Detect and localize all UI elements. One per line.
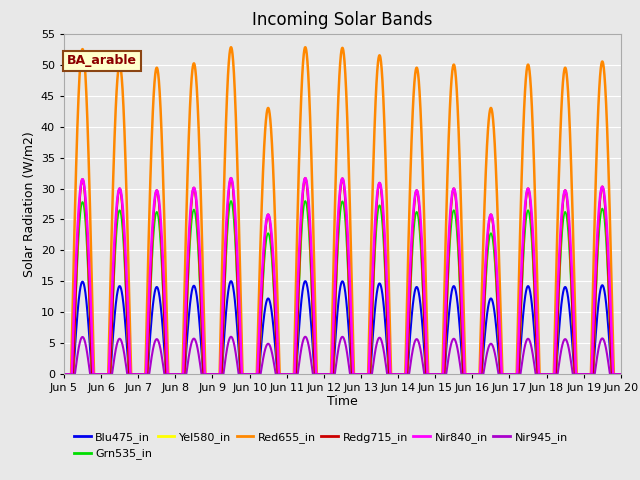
Nir840_in [436,372,444,377]
Red655_in [160,207,168,213]
Yel580_in [160,311,168,317]
Yel580_in [227,175,235,181]
Blu475_in [322,372,330,377]
Redg715_in [227,175,235,181]
Blu475_in [160,343,168,348]
Red655_in [617,372,625,377]
Red655_in [60,372,68,377]
Nir945_in [467,372,475,377]
Yel580_in [467,372,475,377]
Redg715_in [322,372,330,377]
Blu475_in [617,372,625,377]
Nir945_in [499,372,507,377]
Blu475_in [616,372,624,377]
Grn535_in [467,372,475,377]
Nir945_in [616,372,624,377]
Nir840_in [617,372,625,377]
Line: Nir840_in: Nir840_in [64,178,621,374]
Nir945_in [60,372,68,377]
Line: Grn535_in: Grn535_in [64,201,621,374]
Grn535_in [60,372,68,377]
Yel580_in [617,372,625,377]
Legend: Blu475_in, Grn535_in, Yel580_in, Red655_in, Redg715_in, Nir840_in, Nir945_in: Blu475_in, Grn535_in, Yel580_in, Red655_… [70,428,572,464]
Nir945_in [322,372,330,377]
Nir840_in [227,175,235,181]
Yel580_in [60,372,68,377]
Line: Blu475_in: Blu475_in [64,281,621,374]
Blu475_in [467,372,475,377]
Grn535_in [322,372,330,377]
Blu475_in [227,278,235,284]
Redg715_in [436,372,444,377]
Yel580_in [616,372,624,377]
Redg715_in [617,372,625,377]
Nir945_in [436,372,444,377]
Grn535_in [616,372,624,377]
Yel580_in [499,372,507,377]
Red655_in [322,372,330,377]
Grn535_in [436,372,444,377]
Yel580_in [322,372,330,377]
Y-axis label: Solar Radiation (W/m2): Solar Radiation (W/m2) [22,131,35,277]
Redg715_in [60,372,68,377]
Line: Yel580_in: Yel580_in [64,178,621,374]
Grn535_in [227,198,235,204]
Grn535_in [160,318,168,324]
Red655_in [467,372,475,377]
Red655_in [499,372,507,377]
Nir840_in [322,372,330,377]
Nir840_in [60,372,68,377]
Text: BA_arable: BA_arable [67,54,137,67]
Blu475_in [499,372,507,377]
Blu475_in [436,372,444,377]
Nir945_in [617,372,625,377]
Nir840_in [467,372,475,377]
Nir840_in [160,282,168,288]
Line: Red655_in: Red655_in [64,47,621,374]
Grn535_in [617,372,625,377]
Blu475_in [60,372,68,377]
Nir840_in [616,372,624,377]
Grn535_in [499,372,507,377]
Red655_in [436,372,444,377]
Nir840_in [499,372,507,377]
Red655_in [227,44,235,50]
Redg715_in [467,372,475,377]
Redg715_in [499,372,507,377]
Redg715_in [160,311,168,317]
X-axis label: Time: Time [327,395,358,408]
Nir945_in [160,369,168,375]
Yel580_in [436,372,444,377]
Title: Incoming Solar Bands: Incoming Solar Bands [252,11,433,29]
Red655_in [616,372,624,377]
Redg715_in [616,372,624,377]
Line: Redg715_in: Redg715_in [64,178,621,374]
Nir945_in [227,334,235,340]
Line: Nir945_in: Nir945_in [64,337,621,374]
